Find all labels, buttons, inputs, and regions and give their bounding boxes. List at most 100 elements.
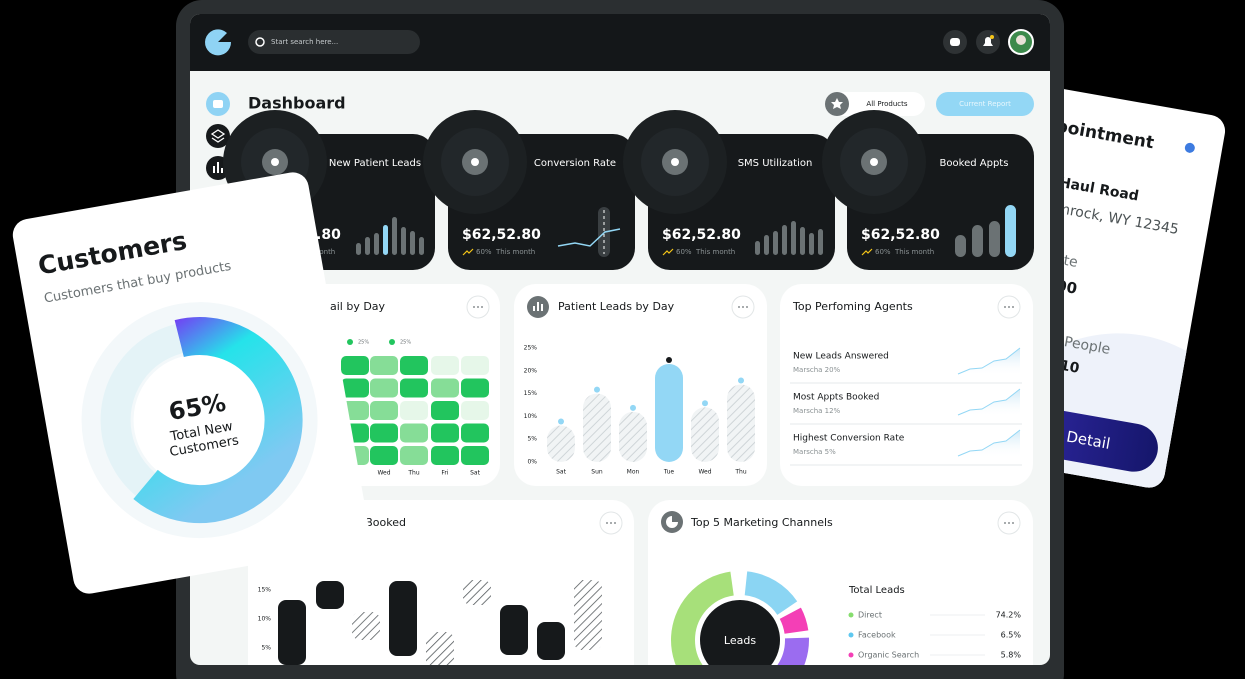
- agent-detail: Marscha 5%: [793, 448, 836, 456]
- bar: [619, 411, 647, 462]
- bar-dot: [558, 418, 564, 425]
- float-bar: [389, 581, 417, 656]
- heat-cell: [431, 356, 459, 375]
- bar: [727, 384, 755, 462]
- sparkline: [957, 429, 1021, 457]
- sparkline: [957, 388, 1021, 416]
- report-button[interactable]: [936, 92, 1034, 116]
- search-icon: [255, 37, 265, 47]
- channel-name: Direct: [858, 611, 882, 620]
- float-bar: [278, 600, 306, 665]
- float-bar: [537, 622, 565, 660]
- page-title: Dashboard: [248, 94, 346, 113]
- channel-value: 74.2%: [996, 611, 1022, 620]
- stat-icon-glyph: [870, 158, 878, 166]
- heat-cell: [400, 401, 428, 420]
- filter-button[interactable]: [825, 92, 925, 116]
- donut-segment: [779, 607, 809, 635]
- legend-dot: [347, 339, 353, 345]
- people-label: People: [1063, 334, 1112, 358]
- bar-dot: [630, 404, 636, 411]
- heat-cell: [370, 401, 398, 420]
- heat-cell: [461, 356, 489, 375]
- more-dot: [738, 306, 740, 308]
- heat-cell: [400, 446, 428, 465]
- heat-cell: [400, 423, 428, 443]
- stat-change: 60%: [676, 248, 692, 256]
- heat-cell: [461, 446, 489, 465]
- stat-change: 60%: [875, 248, 891, 256]
- stat-period: This month: [695, 248, 735, 256]
- more-dot: [481, 306, 483, 308]
- mini-bar: [755, 241, 760, 255]
- heat-cell: [461, 423, 489, 443]
- stat-title: SMS Utilization: [738, 158, 813, 169]
- card-title: Patient Leads by Day: [558, 300, 675, 313]
- more-dot: [606, 522, 608, 524]
- stat-value: $62,52.80: [462, 227, 541, 243]
- heat-cell: [400, 356, 428, 375]
- more-dot: [1008, 522, 1010, 524]
- stat-card: Booked Appts $62,52.80 60% This month: [822, 110, 1034, 270]
- mini-bar: [955, 235, 966, 257]
- legend-label: 25%: [358, 340, 369, 346]
- legend-dot: [848, 632, 854, 638]
- heat-cell: [370, 356, 398, 375]
- card-bg: [780, 284, 1033, 486]
- total-label: Total Leads: [848, 585, 905, 596]
- heat-cell: [431, 446, 459, 465]
- y-tick-label: 10%: [524, 413, 538, 420]
- stat-card: Conversion Rate $62,52.80 60% This month: [423, 110, 635, 270]
- y-tick-label: 15%: [258, 587, 272, 594]
- float-bar: [316, 581, 344, 609]
- mini-bar: [392, 217, 397, 255]
- nav-item[interactable]: [206, 124, 230, 148]
- donut-label: Leads: [724, 634, 756, 647]
- agent-label: New Leads Answered: [793, 352, 889, 362]
- status-dot: [1184, 142, 1195, 153]
- mini-bar: [374, 233, 379, 255]
- stat-icon-glyph: [671, 158, 679, 166]
- mini-bar: [773, 231, 778, 255]
- legend-dot: [848, 652, 854, 658]
- stat-title: New Patient Leads: [329, 158, 421, 169]
- donut-center: [700, 600, 780, 665]
- heat-cell: [400, 378, 428, 398]
- channel-name: Organic Search: [858, 651, 919, 660]
- donut-segment: [745, 637, 809, 665]
- heat-cell: [341, 378, 369, 398]
- x-tick-label: Wed: [698, 469, 711, 476]
- y-tick-label: 5%: [527, 436, 537, 443]
- bar-dot: [738, 377, 744, 384]
- donut-arc: [133, 317, 303, 524]
- mini-bar: [410, 231, 415, 255]
- mini-bar: [401, 227, 406, 255]
- mini-bar: [809, 233, 814, 255]
- y-tick-label: 25%: [524, 345, 538, 352]
- x-tick-label: Mon: [627, 469, 640, 476]
- card-title: Top Perfoming Agents: [792, 300, 913, 313]
- stat-period: This month: [894, 248, 934, 256]
- y-tick-label: 0%: [527, 459, 537, 466]
- day-label: Thu: [407, 470, 419, 477]
- more-dot: [1012, 306, 1014, 308]
- x-tick-label: Sat: [556, 469, 566, 476]
- float-bar-hatched: [352, 612, 380, 640]
- mini-bar: [782, 225, 787, 255]
- search-box[interactable]: [248, 30, 420, 54]
- more-dot: [1004, 522, 1006, 524]
- stat-card: SMS Utilization $62,52.80 60% This month: [623, 110, 835, 270]
- search-placeholder: Start search here...: [271, 38, 338, 46]
- mini-bar: [1005, 205, 1016, 257]
- mini-line: [557, 228, 621, 247]
- nav-icon: [210, 129, 226, 143]
- trend-arrow: [861, 248, 873, 256]
- day-label: Sat: [470, 470, 480, 477]
- donut-inner: [133, 354, 266, 487]
- y-tick-label: 20%: [524, 367, 538, 374]
- heat-cell: [370, 378, 398, 398]
- stat-title: Booked Appts: [940, 158, 1009, 169]
- screen: Start search here... Dashboard All Product…: [190, 14, 1050, 665]
